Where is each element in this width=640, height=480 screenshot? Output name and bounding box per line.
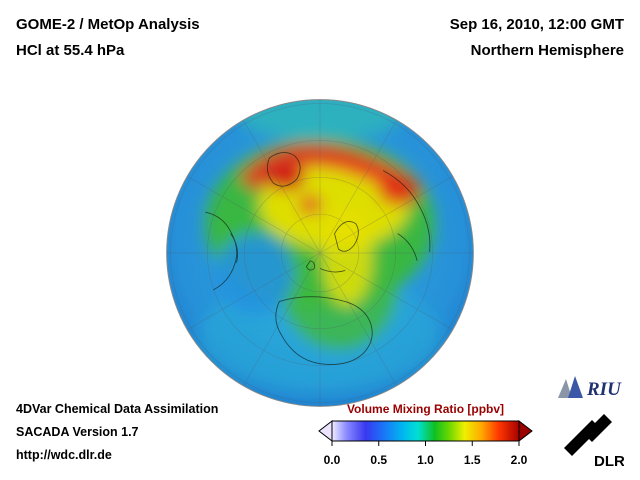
- riu-logo-mark-grey: [558, 379, 572, 398]
- colorbar-tick-marks: [331, 441, 520, 446]
- colorbar: Volume Mixing Ratio [ppbv]: [318, 402, 533, 468]
- dlr-logo-svg: DLR: [564, 414, 625, 470]
- globe-outline: [166, 99, 474, 407]
- graticule: [166, 99, 474, 407]
- dlr-logo-wing-upper: [584, 414, 612, 442]
- globe-svg: [166, 99, 474, 407]
- analysis-title: GOME-2 / MetOp Analysis: [16, 16, 200, 33]
- colorbar-title: Volume Mixing Ratio [ppbv]: [346, 402, 505, 416]
- analysis-subtitle: HCl at 55.4 hPa: [16, 42, 125, 59]
- colorbar-tick-label: 1.0: [417, 453, 434, 467]
- colorbar-tick-label: 0.5: [370, 453, 388, 467]
- colorbar-tick-label: 1.5: [463, 453, 481, 467]
- riu-logo-svg: RIU: [558, 376, 622, 400]
- colorbar-under-range-arrow: [318, 419, 333, 443]
- header-right: Sep 16, 2010, 12:00 GMT Northern Hemisph…: [450, 12, 624, 64]
- assimilation-line: 4DVar Chemical Data Assimilation: [16, 402, 219, 416]
- hemisphere-globe-map: [155, 88, 485, 418]
- colorbar-over-range-arrow: [518, 419, 533, 443]
- footer-credits: 4DVar Chemical Data Assimilation SACADA …: [16, 398, 218, 467]
- coastlines: [205, 152, 431, 365]
- analysis-datetime: Sep 16, 2010, 12:00 GMT: [449, 16, 624, 33]
- analysis-hemisphere: Northern Hemisphere: [470, 42, 624, 59]
- url-line: http://wdc.dlr.de: [16, 448, 112, 462]
- colorbar-tick-labels: 0.0 0.5 1.0 1.5 2.0: [318, 453, 533, 468]
- colorbar-gradient: [331, 420, 520, 442]
- header-left: GOME-2 / MetOp Analysis HCl at 55.4 hPa: [16, 12, 200, 64]
- version-line: SACADA Version 1.7: [16, 425, 139, 439]
- riu-logo: RIU: [556, 374, 628, 407]
- dlr-logo-text: DLR: [594, 453, 624, 468]
- riu-logo-text: RIU: [586, 379, 622, 400]
- riu-logo-mark-blue: [568, 376, 583, 398]
- colorbar-tick-label: 0.0: [323, 453, 341, 467]
- dlr-logo: DLR: [560, 410, 625, 473]
- colorbar-scale: [318, 419, 533, 446]
- colorbar-tick-label: 2.0: [510, 453, 528, 467]
